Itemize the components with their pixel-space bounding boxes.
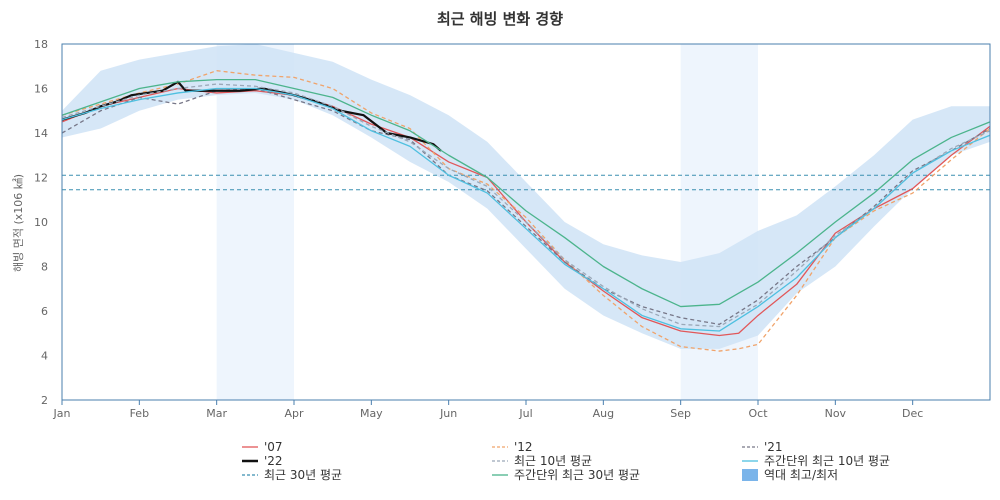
legend-item-4: 최근 10년 평균 — [492, 454, 592, 468]
series-line-2 — [61, 87, 991, 326]
legend-label: '21 — [764, 440, 783, 454]
legend-label: 최근 30년 평균 — [264, 468, 342, 482]
shaded-month-bands — [216, 44, 758, 400]
x-axis: Jan Feb Mar Apr May Jun Jul Aug Sep Oct Nov Dec — [53, 400, 923, 420]
record-range-band — [62, 44, 990, 349]
x-tick-label: Jul — [518, 407, 532, 420]
y-tick-label: 8 — [41, 261, 48, 274]
x-tick-label: Mar — [206, 407, 227, 420]
x-tick-label: May — [360, 407, 383, 420]
y-axis: 2 4 6 8 10 12 14 16 18 — [34, 38, 48, 407]
series-line-3 — [61, 80, 442, 152]
legend-item-8: 역대 최고/최저 — [742, 468, 838, 482]
series-line-7 — [61, 78, 991, 308]
legend-label: 최근 10년 평균 — [514, 454, 592, 468]
legend-item-7: 주간단위 최근 30년 평균 — [492, 468, 640, 482]
series-lines — [61, 70, 991, 352]
legend-item-2: '21 — [742, 440, 783, 454]
legend-item-0: '07 — [242, 440, 283, 454]
reference-lines — [62, 174, 990, 191]
legend-label: '12 — [514, 440, 533, 454]
y-tick-label: 12 — [34, 172, 48, 185]
legend-label: '22 — [264, 454, 283, 468]
x-tick-label: Jun — [439, 407, 457, 420]
y-tick-label: 4 — [41, 350, 48, 363]
series-line-4 — [61, 83, 991, 328]
y-tick-label: 2 — [41, 394, 48, 407]
y-tick-label: 10 — [34, 216, 48, 229]
y-tick-label: 18 — [34, 38, 48, 51]
series-line-5 — [61, 87, 991, 332]
x-tick-label: Jan — [53, 407, 71, 420]
y-tick-label: 14 — [34, 127, 48, 140]
x-tick-label: Feb — [130, 407, 149, 420]
x-tick-label: Apr — [284, 407, 304, 420]
x-tick-label: Dec — [902, 407, 923, 420]
legend-label: 주간단위 최근 30년 평균 — [514, 468, 640, 482]
y-tick-label: 16 — [34, 83, 48, 96]
x-tick-label: Oct — [748, 407, 768, 420]
legend-label: 역대 최고/최저 — [764, 468, 838, 482]
legend-item-5: 주간단위 최근 10년 평균 — [742, 454, 890, 468]
x-tick-label: Aug — [593, 407, 614, 420]
legend-item-6: 최근 30년 평균 — [242, 468, 342, 482]
y-axis-label: 해빙 면적 (x106 ㎢) — [11, 174, 25, 272]
legend-item-3: '22 — [242, 454, 283, 468]
y-tick-label: 6 — [41, 305, 48, 318]
record-high-low-band — [62, 44, 990, 349]
legend-label: 주간단위 최근 10년 평균 — [764, 454, 890, 468]
shaded-month-0 — [216, 44, 294, 400]
legend-item-1: '12 — [492, 440, 533, 454]
x-tick-label: Nov — [825, 407, 847, 420]
legend-label: '07 — [264, 440, 283, 454]
x-tick-label: Sep — [670, 407, 691, 420]
chart-title: 최근 해빙 변화 경향 — [437, 10, 563, 28]
legend-swatch — [742, 469, 758, 481]
